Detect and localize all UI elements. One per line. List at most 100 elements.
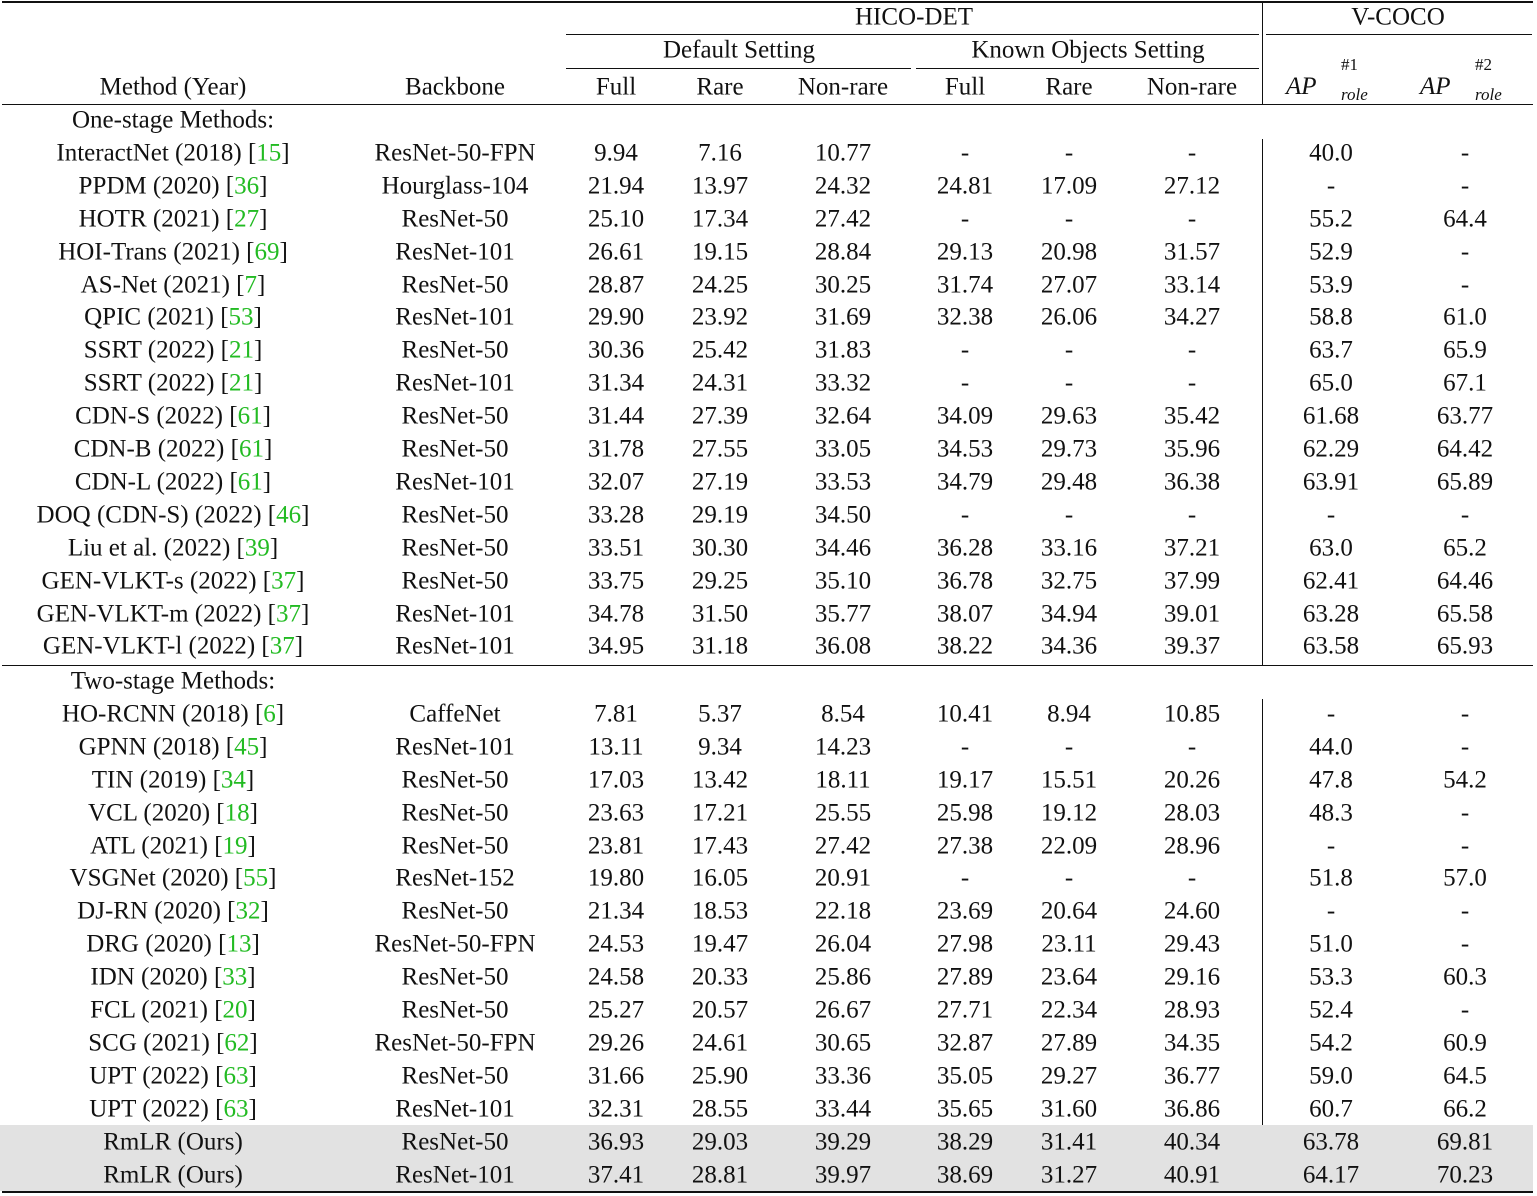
citation-link[interactable]: 21 [228, 336, 254, 364]
citation-link[interactable]: 33 [222, 963, 248, 991]
citation-link[interactable]: 61 [237, 468, 263, 496]
citation-link[interactable]: 61 [238, 435, 264, 463]
citation-link[interactable]: 19 [222, 832, 248, 859]
setting-subrule-known [916, 68, 1259, 69]
citation-bracket: ] [253, 303, 262, 331]
value-cell: 58.8 [1309, 303, 1353, 331]
value-cell: 64.42 [1436, 435, 1494, 463]
citation-link[interactable]: 34 [220, 766, 246, 794]
value-cell: 31.78 [587, 435, 645, 463]
ap-role-2-base: AP [1420, 73, 1451, 100]
citation-link[interactable]: 36 [234, 172, 260, 200]
value-cell: 38.22 [936, 632, 994, 660]
top-rule [2, 1, 1533, 3]
nonrare-default-header: Non-rare [797, 73, 889, 101]
citation-link[interactable]: 32 [235, 897, 261, 925]
value-cell: - [1064, 733, 1074, 761]
citation-link[interactable]: 39 [244, 534, 270, 562]
value-cell: 24.25 [691, 271, 749, 298]
value-cell: 53.9 [1309, 271, 1353, 298]
value-cell: 28.03 [1163, 799, 1221, 827]
value-cell: 24.61 [691, 1029, 749, 1057]
value-cell: 7.81 [594, 700, 638, 728]
citation-bracket: ] [248, 1062, 257, 1090]
backbone-cell: ResNet-50 [401, 963, 509, 991]
method-cell: HO-RCNN (2018) [6] [62, 701, 284, 726]
citation-link[interactable]: 63 [223, 1062, 249, 1090]
citation-link[interactable]: 7 [244, 271, 258, 298]
method-name: DOQ (CDN-S) (2022) [ [36, 501, 277, 529]
citation-link[interactable]: 45 [234, 733, 260, 761]
setting-subrule-default [566, 68, 911, 69]
value-cell: - [960, 205, 970, 233]
citation-link[interactable]: 37 [271, 567, 297, 595]
value-cell: 32.31 [587, 1095, 645, 1123]
value-cell: 10.41 [936, 700, 994, 728]
citation-link[interactable]: 6 [263, 700, 276, 728]
value-cell: - [960, 501, 970, 529]
value-cell: 34.09 [936, 402, 994, 430]
citation-link[interactable]: 20 [222, 996, 248, 1024]
v-coco-header: V-COCO [1351, 3, 1445, 31]
value-cell: - [1460, 832, 1470, 859]
value-cell: 52.4 [1309, 996, 1353, 1024]
value-cell: 30.30 [691, 534, 749, 562]
citation-link[interactable]: 37 [269, 632, 295, 660]
citation-link[interactable]: 46 [276, 501, 302, 529]
ap-role-1-sup: #1 [1341, 55, 1358, 74]
citation-link[interactable]: 37 [275, 600, 301, 627]
citation-link[interactable]: 62 [224, 1029, 250, 1057]
method-cell: VCL (2020) [18] [88, 800, 258, 825]
citation-link[interactable]: 55 [243, 864, 269, 892]
value-cell: - [1460, 996, 1470, 1024]
value-cell: 23.64 [1040, 963, 1098, 991]
method-name: RmLR (Ours) [103, 1161, 243, 1188]
value-cell: 65.89 [1436, 468, 1494, 496]
highlight-row-background [0, 1158, 1533, 1191]
ap-role-1-header: AP #1 role [1286, 56, 1376, 103]
value-cell: 35.77 [814, 600, 872, 627]
value-cell: 24.60 [1163, 897, 1221, 925]
value-cell: - [1460, 733, 1470, 761]
citation-link[interactable]: 53 [228, 303, 254, 331]
citation-bracket: ] [279, 238, 288, 266]
citation-bracket: ] [263, 435, 273, 463]
value-cell: 27.38 [936, 832, 994, 859]
value-cell: - [1187, 501, 1197, 529]
value-cell: 31.44 [587, 402, 645, 430]
value-cell: 37.99 [1163, 567, 1221, 595]
value-cell: 33.28 [587, 501, 645, 529]
backbone-cell: Hourglass-104 [381, 172, 529, 200]
value-cell: 29.63 [1040, 402, 1098, 430]
value-cell: 23.63 [587, 799, 645, 827]
citation-link[interactable]: 63 [223, 1095, 249, 1123]
method-cell: DRG (2020) [13] [86, 932, 260, 957]
value-cell: 30.36 [587, 336, 645, 364]
value-cell: 38.69 [936, 1161, 994, 1188]
value-cell: - [1460, 271, 1470, 298]
section-rule [2, 665, 1533, 666]
value-cell: 33.44 [814, 1095, 872, 1123]
method-name: SSRT (2022) [ [83, 336, 229, 364]
method-cell: AS-Net (2021) [7] [81, 272, 266, 297]
citation-link[interactable]: 21 [228, 369, 254, 397]
section-title: Two-stage Methods: [70, 667, 276, 695]
citation-link[interactable]: 18 [224, 799, 250, 827]
citation-link[interactable]: 15 [256, 139, 282, 167]
value-cell: 62.29 [1302, 435, 1360, 463]
citation-link[interactable]: 13 [226, 930, 252, 958]
citation-link[interactable]: 69 [254, 238, 280, 266]
method-name: SSRT (2022) [ [83, 369, 229, 397]
value-cell: 29.13 [936, 238, 994, 266]
citation-link[interactable]: 61 [237, 402, 263, 430]
method-name: VCL (2020) [ [88, 799, 225, 827]
value-cell: 36.78 [936, 567, 994, 595]
value-cell: 32.38 [936, 303, 994, 331]
citation-link[interactable]: 27 [234, 205, 260, 233]
value-cell: 33.05 [814, 435, 872, 463]
value-cell: 26.04 [814, 930, 872, 958]
method-cell: IDN (2020) [33] [90, 965, 255, 990]
citation-bracket: ] [269, 534, 279, 562]
method-column-header: Method (Year) [99, 73, 247, 101]
value-cell: 65.0 [1309, 369, 1353, 397]
